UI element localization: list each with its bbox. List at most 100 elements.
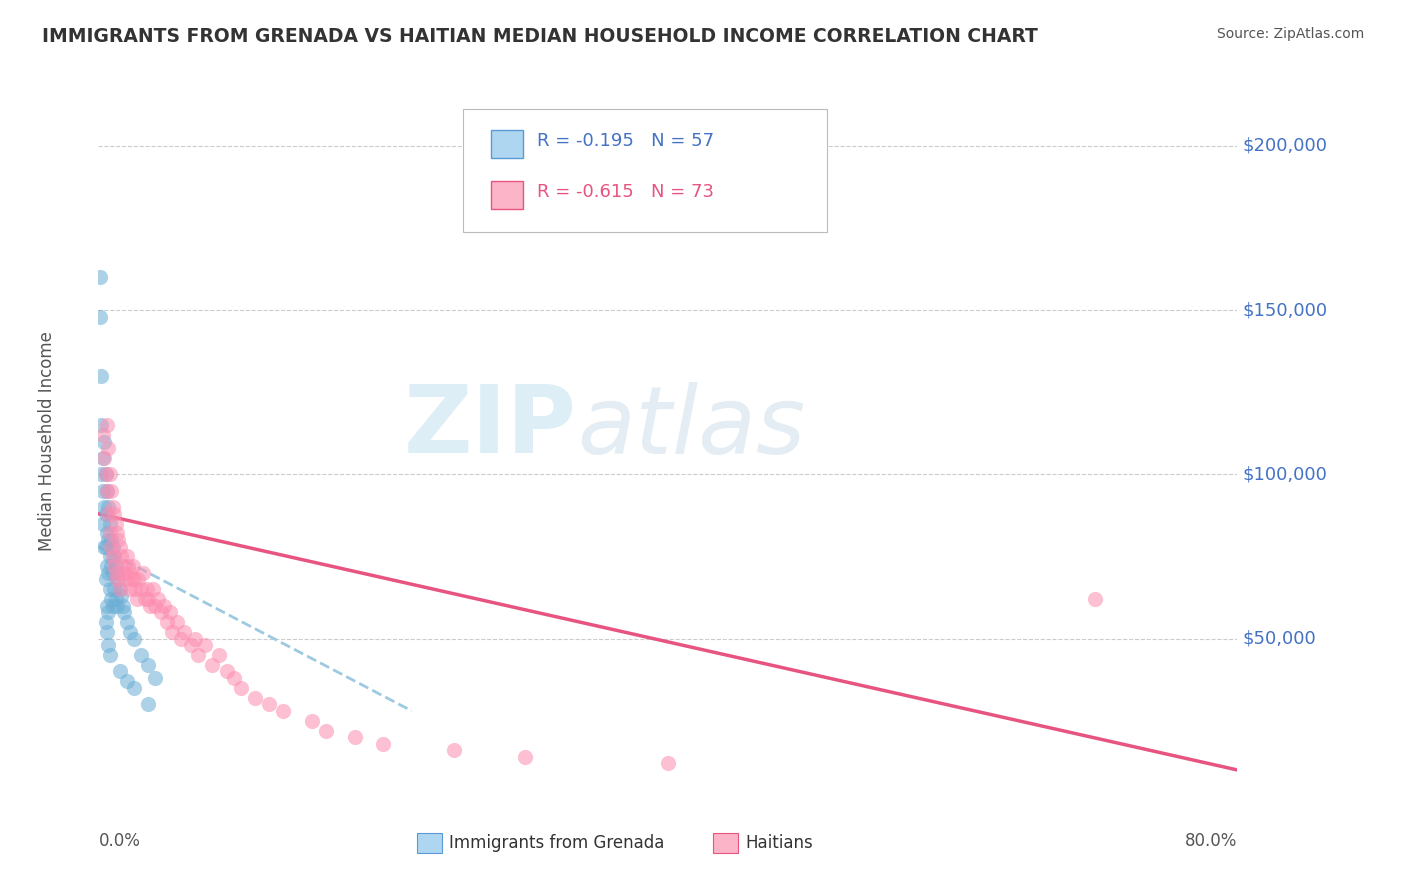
Point	[111, 599, 134, 613]
Point	[89, 310, 111, 324]
Point	[100, 559, 122, 574]
Point	[101, 566, 124, 580]
Point	[115, 615, 138, 630]
Point	[125, 592, 148, 607]
Point	[117, 559, 139, 574]
Text: R = -0.615   N = 73: R = -0.615 N = 73	[537, 183, 714, 202]
Text: 80.0%: 80.0%	[1185, 831, 1237, 850]
Point	[90, 418, 112, 433]
Point	[121, 559, 143, 574]
Point	[101, 549, 124, 564]
Point	[96, 625, 118, 640]
Point	[96, 483, 118, 498]
Point	[91, 428, 114, 442]
Point	[96, 559, 118, 574]
Point	[94, 540, 117, 554]
Point	[96, 526, 118, 541]
Point	[122, 681, 145, 695]
Point	[115, 549, 138, 564]
Point	[138, 599, 160, 613]
FancyBboxPatch shape	[463, 109, 827, 232]
Point	[94, 573, 117, 587]
Point	[108, 665, 131, 679]
Point	[184, 632, 207, 646]
Point	[97, 441, 120, 455]
Point	[97, 605, 120, 619]
Point	[97, 566, 120, 580]
Point	[89, 270, 111, 285]
Point	[93, 450, 115, 465]
Point	[98, 549, 121, 564]
Point	[136, 657, 159, 672]
Point	[166, 615, 188, 630]
Point	[104, 592, 127, 607]
Point	[657, 756, 679, 771]
Point	[94, 467, 117, 482]
Point	[91, 516, 114, 531]
Point	[98, 516, 121, 531]
Point	[150, 605, 173, 619]
Point	[104, 559, 127, 574]
Text: $200,000: $200,000	[1243, 137, 1329, 155]
Text: Immigrants from Grenada: Immigrants from Grenada	[449, 834, 665, 852]
Point	[103, 582, 125, 597]
Point	[101, 540, 124, 554]
Text: Haitians: Haitians	[745, 834, 813, 852]
Point	[122, 632, 145, 646]
Point	[98, 526, 121, 541]
Point	[107, 573, 129, 587]
Point	[131, 566, 153, 580]
Text: $150,000: $150,000	[1243, 301, 1329, 319]
Point	[94, 615, 117, 630]
Text: $50,000: $50,000	[1243, 630, 1317, 648]
Point	[148, 592, 170, 607]
Point	[100, 533, 122, 547]
Point	[222, 671, 245, 685]
Point	[159, 605, 181, 619]
Point	[91, 483, 114, 498]
Point	[136, 698, 159, 712]
Point	[94, 507, 117, 521]
Point	[101, 599, 124, 613]
Point	[105, 599, 128, 613]
Point	[136, 592, 159, 607]
Point	[98, 648, 121, 662]
Bar	[491, 181, 523, 209]
Point	[215, 665, 238, 679]
Point	[103, 549, 125, 564]
Text: ZIP: ZIP	[404, 381, 576, 473]
Point	[97, 500, 120, 515]
Point	[229, 681, 252, 695]
Point	[105, 526, 128, 541]
Point	[141, 582, 163, 597]
Point	[343, 730, 366, 744]
Point	[515, 749, 537, 764]
Point	[97, 507, 120, 521]
Point	[108, 540, 131, 554]
Point	[187, 648, 209, 662]
Point	[90, 467, 112, 482]
Point	[145, 599, 167, 613]
Point	[100, 483, 122, 498]
Point	[208, 648, 231, 662]
Text: IMMIGRANTS FROM GRENADA VS HAITIAN MEDIAN HOUSEHOLD INCOME CORRELATION CHART: IMMIGRANTS FROM GRENADA VS HAITIAN MEDIA…	[42, 27, 1038, 45]
Point	[104, 516, 127, 531]
Point	[122, 573, 145, 587]
Point	[94, 467, 117, 482]
Point	[103, 559, 125, 574]
Point	[145, 671, 167, 685]
Point	[111, 559, 134, 574]
Point	[315, 723, 337, 738]
Point	[91, 450, 114, 465]
Point	[118, 566, 141, 580]
Text: 0.0%: 0.0%	[98, 831, 141, 850]
Point	[112, 566, 135, 580]
Text: $100,000: $100,000	[1243, 466, 1327, 483]
Point	[115, 674, 138, 689]
Point	[118, 582, 141, 597]
Bar	[713, 833, 738, 854]
Point	[1084, 592, 1107, 607]
Point	[93, 434, 115, 449]
Text: Source: ZipAtlas.com: Source: ZipAtlas.com	[1216, 27, 1364, 41]
Point	[96, 418, 118, 433]
